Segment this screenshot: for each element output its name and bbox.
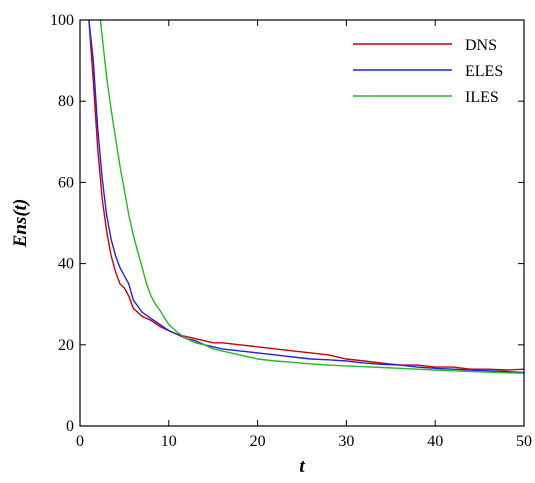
- x-axis-label: t: [299, 456, 305, 477]
- legend: DNS ELES ILES: [353, 37, 503, 106]
- x-tick-label: 50: [516, 433, 532, 450]
- x-tick-label: 10: [161, 433, 177, 450]
- legend-item-eles: ELES: [353, 63, 503, 80]
- axis-ticks: 0 10 20 30 40 50 0 20 40 60 80 100: [50, 12, 532, 450]
- y-tick-label: 40: [58, 256, 74, 273]
- legend-item-iles: ILES: [353, 89, 499, 106]
- y-tick-label: 20: [58, 337, 74, 354]
- x-tick-label: 40: [427, 433, 443, 450]
- legend-label: ILES: [465, 89, 499, 106]
- y-axis-label: Ens(t): [10, 199, 31, 249]
- legend-item-dns: DNS: [353, 37, 497, 54]
- y-tick-label: 60: [58, 174, 74, 191]
- y-tick-label: 0: [66, 418, 74, 435]
- legend-label: ELES: [465, 63, 503, 80]
- x-tick-label: 0: [76, 433, 84, 450]
- series-line-dns: [88, 19, 525, 371]
- legend-label: DNS: [465, 37, 497, 54]
- series-lines: [88, 19, 525, 374]
- x-tick-label: 20: [250, 433, 266, 450]
- y-tick-label: 100: [50, 12, 74, 29]
- series-line-iles: [99, 19, 525, 374]
- x-tick-label: 30: [338, 433, 354, 450]
- y-tick-label: 80: [58, 93, 74, 110]
- series-line-eles: [88, 19, 525, 374]
- plot-frame: [79, 19, 525, 427]
